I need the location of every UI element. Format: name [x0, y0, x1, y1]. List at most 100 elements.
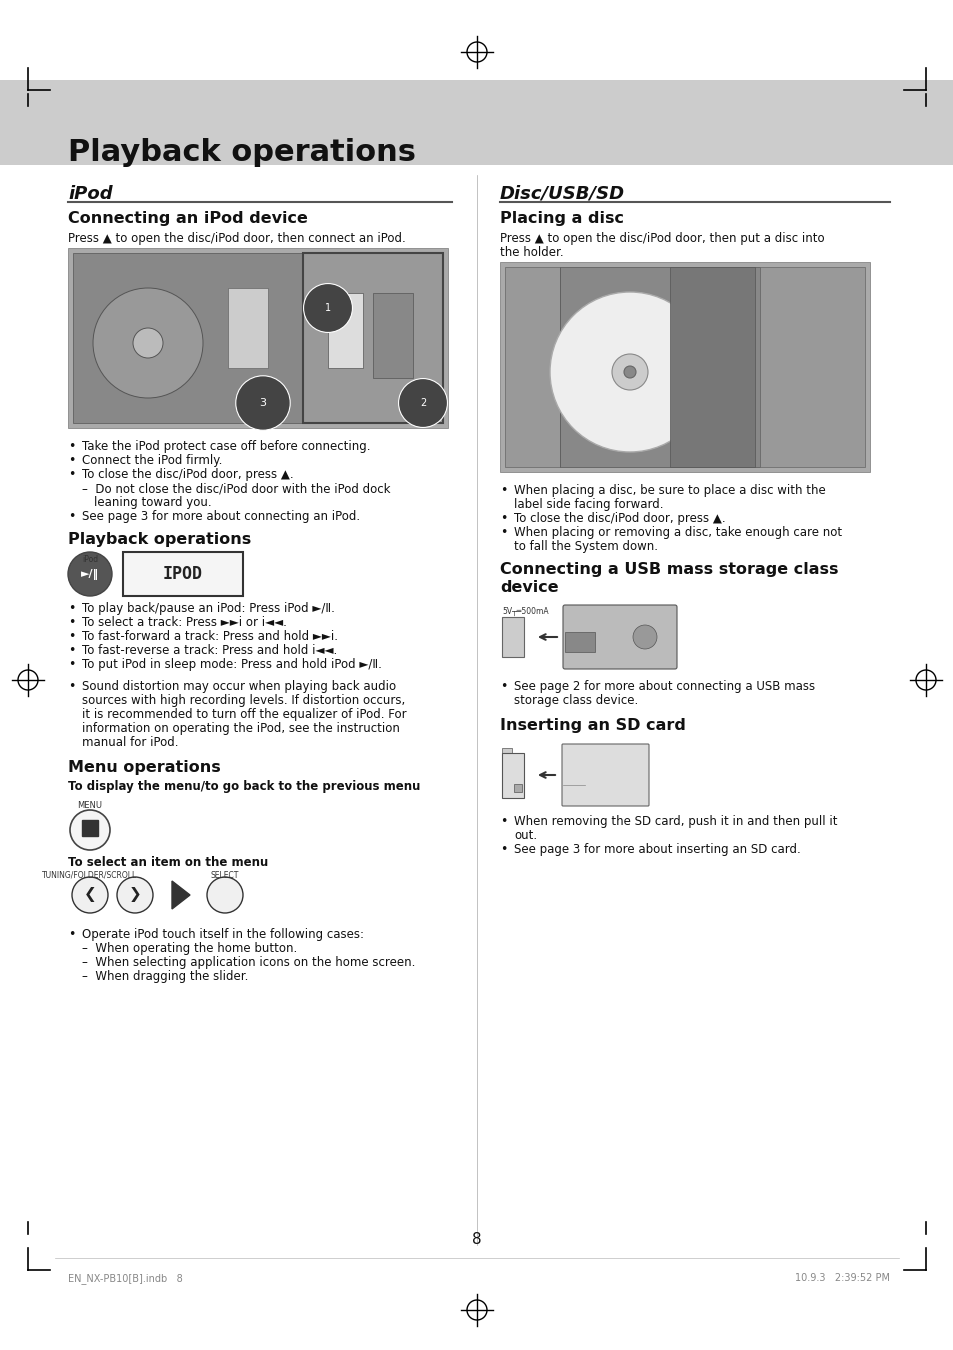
- Text: •: •: [68, 616, 75, 629]
- Bar: [760, 267, 864, 467]
- Text: iPod: iPod: [82, 555, 98, 564]
- Text: •: •: [499, 526, 507, 539]
- FancyBboxPatch shape: [562, 605, 677, 670]
- Bar: [303, 252, 442, 423]
- Text: See page 3 for more about inserting an SD card.: See page 3 for more about inserting an S…: [514, 842, 800, 856]
- Text: to fall the System down.: to fall the System down.: [514, 540, 658, 553]
- Bar: [504, 267, 559, 467]
- Text: •: •: [68, 468, 75, 481]
- Text: Connecting an iPod device: Connecting an iPod device: [68, 211, 308, 225]
- Text: Connecting a USB mass storage class: Connecting a USB mass storage class: [499, 562, 838, 576]
- Text: storage class device.: storage class device.: [514, 694, 638, 707]
- Text: label side facing forward.: label side facing forward.: [514, 498, 662, 512]
- Bar: [514, 784, 521, 792]
- Text: iPod: iPod: [68, 185, 112, 202]
- Polygon shape: [172, 882, 190, 909]
- Text: information on operating the iPod, see the instruction: information on operating the iPod, see t…: [82, 722, 399, 734]
- Text: See page 3 for more about connecting an iPod.: See page 3 for more about connecting an …: [82, 510, 359, 522]
- Circle shape: [68, 552, 112, 595]
- Text: manual for iPod.: manual for iPod.: [82, 736, 178, 749]
- Text: When placing a disc, be sure to place a disc with the: When placing a disc, be sure to place a …: [514, 485, 825, 497]
- Text: Menu operations: Menu operations: [68, 760, 220, 775]
- Text: Sound distortion may occur when playing back audio: Sound distortion may occur when playing …: [82, 680, 395, 693]
- Text: Operate iPod touch itself in the following cases:: Operate iPod touch itself in the followi…: [82, 927, 364, 941]
- Text: •: •: [68, 644, 75, 657]
- Circle shape: [117, 878, 152, 913]
- Text: device: device: [499, 580, 558, 595]
- Text: –  When selecting application icons on the home screen.: – When selecting application icons on th…: [82, 956, 415, 969]
- Bar: [0, 80, 953, 165]
- Text: SELECT: SELECT: [211, 871, 239, 880]
- Text: To play back/pause an iPod: Press iPod ►/Ⅱ.: To play back/pause an iPod: Press iPod ►…: [82, 602, 335, 616]
- Bar: [501, 748, 512, 760]
- Text: •: •: [499, 680, 507, 693]
- Text: 3: 3: [259, 398, 266, 408]
- Text: •: •: [68, 454, 75, 467]
- Bar: [228, 288, 268, 369]
- Bar: [373, 293, 413, 378]
- Circle shape: [207, 878, 243, 913]
- Circle shape: [71, 878, 108, 913]
- Bar: [564, 632, 595, 652]
- Text: TUNING/FOLDER/SCROLL: TUNING/FOLDER/SCROLL: [42, 871, 137, 880]
- Bar: [501, 617, 523, 657]
- Text: Placing a disc: Placing a disc: [499, 211, 623, 225]
- Text: Inserting an SD card: Inserting an SD card: [499, 718, 685, 733]
- Text: When placing or removing a disc, take enough care not: When placing or removing a disc, take en…: [514, 526, 841, 539]
- Text: Playback operations: Playback operations: [68, 532, 251, 547]
- Bar: [123, 552, 243, 595]
- Text: ❯: ❯: [129, 887, 141, 903]
- Text: 5V┬═500mA: 5V┬═500mA: [501, 608, 548, 616]
- Bar: [559, 267, 760, 467]
- Bar: [328, 293, 363, 369]
- Text: Press ▲ to open the disc/iPod door, then put a disc into: Press ▲ to open the disc/iPod door, then…: [499, 232, 823, 244]
- Text: •: •: [499, 842, 507, 856]
- Circle shape: [70, 810, 110, 850]
- Bar: [501, 753, 523, 798]
- Circle shape: [612, 354, 647, 390]
- Text: •: •: [68, 602, 75, 616]
- Text: leaning toward you.: leaning toward you.: [94, 495, 212, 509]
- Text: MENU: MENU: [77, 801, 102, 810]
- Text: •: •: [68, 440, 75, 454]
- Text: •: •: [68, 680, 75, 693]
- Text: To select a track: Press ►►i or i◄◄.: To select a track: Press ►►i or i◄◄.: [82, 616, 287, 629]
- Text: To close the disc/iPod door, press ▲.: To close the disc/iPod door, press ▲.: [514, 512, 725, 525]
- Bar: [82, 819, 98, 836]
- Text: out.: out.: [514, 829, 537, 842]
- Bar: [499, 262, 869, 472]
- Text: •: •: [68, 927, 75, 941]
- Text: See page 2 for more about connecting a USB mass: See page 2 for more about connecting a U…: [514, 680, 814, 693]
- Text: the holder.: the holder.: [499, 246, 563, 259]
- Text: When removing the SD card, push it in and then pull it: When removing the SD card, push it in an…: [514, 815, 837, 828]
- Text: Press ▲ to open the disc/iPod door, then connect an iPod.: Press ▲ to open the disc/iPod door, then…: [68, 232, 405, 244]
- Text: •: •: [68, 657, 75, 671]
- Circle shape: [623, 366, 636, 378]
- Text: To put iPod in sleep mode: Press and hold iPod ►/Ⅱ.: To put iPod in sleep mode: Press and hol…: [82, 657, 381, 671]
- Bar: [669, 267, 754, 467]
- Text: Take the iPod protect case off before connecting.: Take the iPod protect case off before co…: [82, 440, 370, 454]
- Text: To fast-reverse a track: Press and hold i◄◄.: To fast-reverse a track: Press and hold …: [82, 644, 337, 657]
- Text: EN_NX-PB10[B].indb   8: EN_NX-PB10[B].indb 8: [68, 1273, 183, 1284]
- Text: –  Do not close the disc/iPod door with the iPod dock: – Do not close the disc/iPod door with t…: [82, 482, 390, 495]
- Text: To select an item on the menu: To select an item on the menu: [68, 856, 268, 869]
- Text: Playback operations: Playback operations: [68, 138, 416, 167]
- Bar: [68, 248, 448, 428]
- Circle shape: [92, 288, 203, 398]
- Text: 8: 8: [472, 1233, 481, 1247]
- Text: •: •: [68, 510, 75, 522]
- Text: •: •: [499, 815, 507, 828]
- Bar: [73, 252, 303, 423]
- Text: To close the disc/iPod door, press ▲.: To close the disc/iPod door, press ▲.: [82, 468, 294, 481]
- Text: –  When operating the home button.: – When operating the home button.: [82, 942, 297, 954]
- Text: •: •: [68, 630, 75, 643]
- Text: sources with high recording levels. If distortion occurs,: sources with high recording levels. If d…: [82, 694, 405, 707]
- Text: IPOD: IPOD: [163, 566, 203, 583]
- Circle shape: [132, 328, 163, 358]
- Text: 2: 2: [419, 398, 426, 408]
- Text: 1: 1: [325, 302, 331, 313]
- Text: Connect the iPod firmly.: Connect the iPod firmly.: [82, 454, 222, 467]
- Text: –  When dragging the slider.: – When dragging the slider.: [82, 971, 248, 983]
- Text: 10.9.3   2:39:52 PM: 10.9.3 2:39:52 PM: [794, 1273, 889, 1282]
- Text: To fast-forward a track: Press and hold ►►i.: To fast-forward a track: Press and hold …: [82, 630, 337, 643]
